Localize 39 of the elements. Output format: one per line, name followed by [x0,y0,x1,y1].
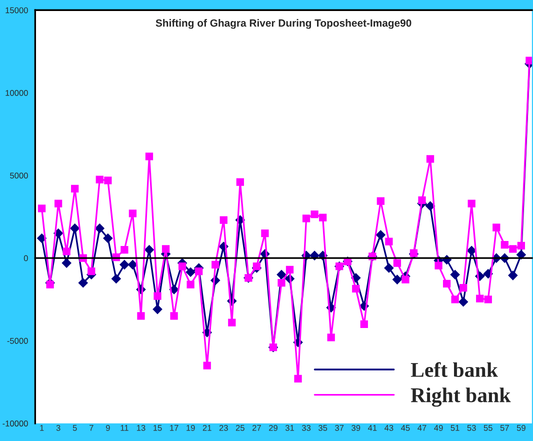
x-tick-label: 1 [40,425,44,431]
x-tick-label: 19 [186,424,195,431]
x-tick-label: 37 [335,424,344,431]
x-tick-label: 41 [368,425,377,431]
y-tick-label: 5000 [10,172,28,179]
x-tick-label: 33 [302,424,311,431]
text: Shifting of Ghagra River During Toposheet-Image90 [156,19,412,29]
x-tick-label: 21 [202,424,212,431]
x-tick-label: 3 [56,424,60,431]
x-tick-label: 31 [285,424,294,431]
x-tick-label: 11 [120,425,128,431]
x-tick-label: 29 [269,424,278,431]
y-tick-label: 10000 [6,90,28,96]
x-tick-label: 55 [484,425,492,431]
x-tick-label: 49 [434,424,443,431]
legend-label: Left bank [410,362,498,378]
x-tick-label: 9 [106,424,110,431]
y-tick-label: -5000 [7,338,28,344]
x-tick-label: 45 [401,425,410,431]
x-tick-label: 17 [170,425,178,431]
x-tick-label: 27 [252,424,261,431]
x-tick-label: 53 [467,424,476,431]
x-tick-label: 39 [352,424,360,431]
x-tick-label: 23 [219,424,228,431]
x-tick-label: 47 [418,425,426,431]
x-tick-label: 5 [72,425,77,431]
y-tick-label: -10000 [2,420,28,426]
y-tick-label: 0 [24,255,28,262]
x-tick-label: 15 [154,425,162,431]
x-tick-label: 57 [500,425,509,431]
x-tick-label: 35 [318,424,328,431]
legend-label: Right bank [410,388,511,407]
x-tick-label: 7 [89,425,94,431]
x-tick-label: 13 [136,424,146,431]
y-tick-label: 15000 [6,7,28,14]
x-tick-label: 51 [450,425,460,431]
x-tick-label: 25 [236,424,244,431]
x-tick-label: 59 [516,424,526,431]
x-tick-label: 43 [384,424,394,431]
